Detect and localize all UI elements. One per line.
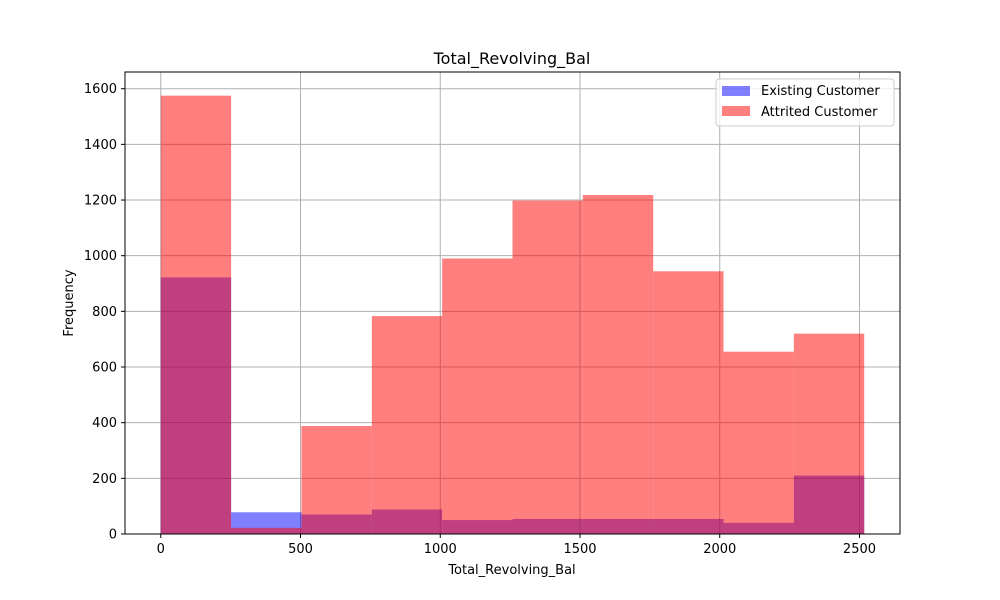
histogram-bars [160,95,865,535]
legend-label-existing: Existing Customer [761,84,880,99]
x-tick-label: 500 [288,542,313,557]
y-tick-label: 200 [92,472,117,487]
legend-box [715,78,895,127]
legend-label-attrited: Attrited Customer [761,105,878,120]
x-tick-label: 0 [157,542,165,557]
y-axis-ticks: 0 200 400 600 800 1000 1200 1400 1600 [84,82,125,543]
y-tick-label: 1000 [84,249,117,264]
x-tick-label: 1000 [424,542,457,557]
attrited-customer-bar [442,258,513,534]
attrited-customer-bar [512,200,583,534]
legend-swatch-attrited [722,106,750,116]
y-tick-label: 1600 [84,82,117,97]
attrited-customer-bar [301,426,372,534]
y-tick-label: 800 [92,305,117,320]
legend: Existing Customer Attrited Customer [715,78,895,127]
attrited-customer-bar [231,527,302,534]
attrited-customer-bar [723,351,794,534]
attrited-customer-bar [582,195,654,534]
y-tick-label: 0 [109,528,117,543]
x-tick-label: 1500 [563,542,596,557]
attrited-customer-bar [371,316,443,534]
plot-frame [124,71,901,535]
x-axis-ticks: 0 500 1000 1500 2000 2500 [157,534,876,557]
x-axis-label: Total_Revolving_Bal [447,563,575,578]
legend-swatch-existing [722,86,750,96]
y-tick-label: 1200 [84,194,117,209]
attrited-customer-bar [653,271,724,534]
attrited-customer-bar [160,95,232,535]
y-tick-label: 600 [92,361,117,376]
x-tick-label: 2000 [703,542,736,557]
x-tick-label: 2500 [843,542,876,557]
y-axis-label: Frequency [62,269,77,336]
chart-title: Total_Revolving_Bal [433,49,591,69]
y-tick-label: 1400 [84,138,117,153]
y-tick-label: 400 [92,416,117,431]
attrited-customer-bar [793,333,865,534]
